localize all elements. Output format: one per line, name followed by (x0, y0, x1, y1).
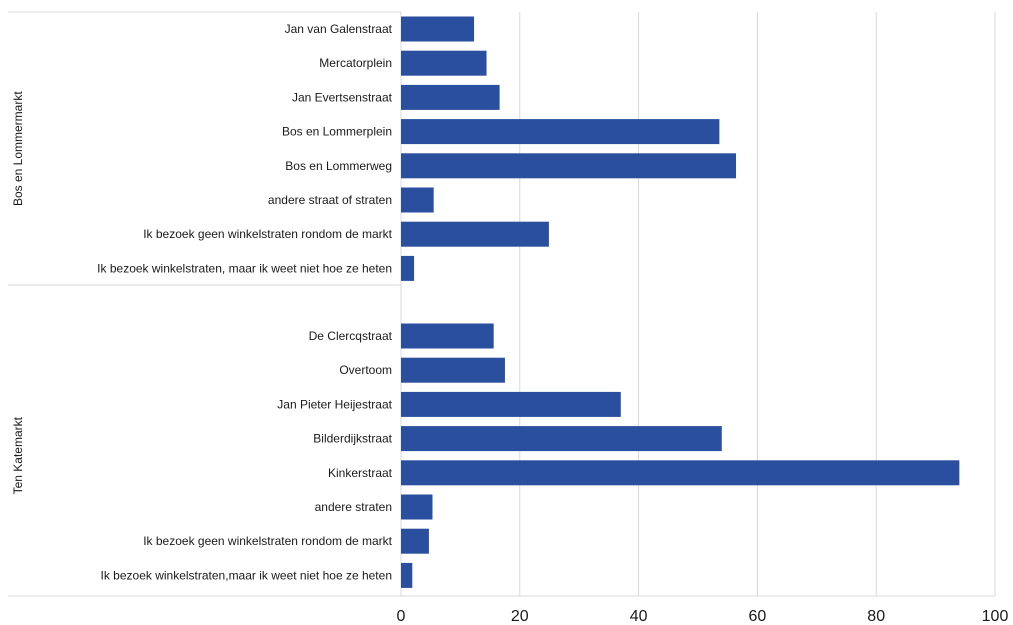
category-label: De Clercqstraat (309, 329, 393, 343)
category-label: Bos en Lommerweg (285, 159, 392, 173)
category-label: Jan van Galenstraat (285, 22, 393, 36)
category-label: andere straten (315, 500, 392, 514)
category-label: Jan Evertsenstraat (292, 90, 393, 104)
bar (401, 256, 414, 281)
bar (401, 188, 434, 213)
category-label: Jan Pieter Heijestraat (277, 397, 392, 411)
bar (401, 358, 505, 383)
x-tick-label: 60 (749, 608, 767, 625)
bar (401, 119, 719, 144)
bar (401, 222, 549, 247)
x-tick-label: 80 (867, 608, 885, 625)
category-label: Bilderdijkstraat (313, 432, 392, 446)
bar (401, 529, 429, 554)
bar (401, 85, 500, 110)
group-label: Ten Katemarkt (11, 416, 25, 494)
x-tick-label: 0 (397, 608, 406, 625)
bar (401, 460, 959, 485)
bar (401, 51, 487, 76)
bar (401, 495, 432, 520)
x-tick-label: 40 (630, 608, 648, 625)
group-label: Bos en Lommermarkt (11, 91, 25, 206)
category-label: Mercatorplein (319, 56, 392, 70)
category-label: Kinkerstraat (328, 466, 393, 480)
x-tick-label: 20 (511, 608, 529, 625)
x-tick-label: 100 (982, 608, 1009, 625)
bar (401, 17, 474, 42)
category-label: Overtoom (339, 363, 392, 377)
category-label: andere straat of straten (268, 193, 392, 207)
bar (401, 563, 412, 588)
bar (401, 392, 621, 417)
bar (401, 153, 736, 178)
category-label: Ik bezoek winkelstraten,maar ik weet nie… (101, 568, 393, 582)
category-label: Ik bezoek geen winkelstraten rondom de m… (143, 534, 392, 548)
category-label: Bos en Lommerplein (282, 125, 392, 139)
bar (401, 426, 722, 451)
bar (401, 324, 494, 349)
category-label: Ik bezoek geen winkelstraten rondom de m… (143, 227, 392, 241)
category-label: Ik bezoek winkelstraten, maar ik weet ni… (97, 261, 392, 275)
